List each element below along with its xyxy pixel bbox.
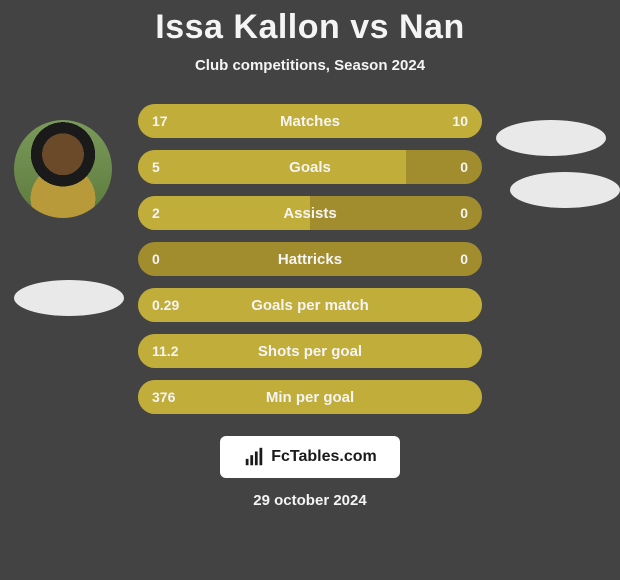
stat-bar-label: Assists: [138, 196, 482, 230]
brand-text: FcTables.com: [271, 448, 377, 466]
stat-bar-value-right: 10: [452, 104, 468, 138]
stat-bar: Hattricks0 0: [138, 242, 482, 276]
stat-bar-label: Hattricks: [138, 242, 482, 276]
decor-oval-left: [14, 280, 124, 316]
player-left-avatar: [14, 120, 112, 218]
stat-bar-value-right: 0: [460, 150, 468, 184]
decor-oval-right-2: [510, 172, 620, 208]
comparison-card: Issa Kallon vs Nan Club competitions, Se…: [0, 0, 620, 580]
date-text: 29 october 2024: [253, 492, 366, 509]
stat-bar: Shots per goal11.2: [138, 334, 482, 368]
stat-bar-value-left: 0.29: [152, 288, 179, 322]
stat-bar-value-right: 0: [460, 242, 468, 276]
avatar-placeholder-icon: [14, 120, 112, 218]
stat-bar-label: Matches: [138, 104, 482, 138]
stat-bar-value-left: 17: [152, 104, 168, 138]
stat-bar: Assists2 0: [138, 196, 482, 230]
stat-bar-label: Shots per goal: [138, 334, 482, 368]
stat-bar-list: Matches1710Goals50Assists20Hattricks00Go…: [138, 104, 482, 414]
brand-badge: FcTables.com: [220, 436, 400, 478]
brand-chart-icon: [243, 446, 265, 468]
page-subtitle: Club competitions, Season 2024: [195, 57, 425, 74]
decor-oval-right-1: [496, 120, 606, 156]
stat-bar-label: Min per goal: [138, 380, 482, 414]
stat-bar: Goals5 0: [138, 150, 482, 184]
stat-bar-value-right: 0: [460, 196, 468, 230]
stat-bar-value-left: 5: [152, 150, 160, 184]
stat-bar: Goals per match0.29: [138, 288, 482, 322]
stat-bar-value-left: 376: [152, 380, 175, 414]
stat-bar-value-left: 0: [152, 242, 160, 276]
stat-bar-value-left: 11.2: [152, 334, 178, 368]
stat-bar: Matches17 10: [138, 104, 482, 138]
stat-bar: Min per goal376: [138, 380, 482, 414]
page-title: Issa Kallon vs Nan: [155, 8, 464, 47]
stat-bar-label: Goals per match: [138, 288, 482, 322]
stat-bar-value-left: 2: [152, 196, 160, 230]
stat-bar-label: Goals: [138, 150, 482, 184]
